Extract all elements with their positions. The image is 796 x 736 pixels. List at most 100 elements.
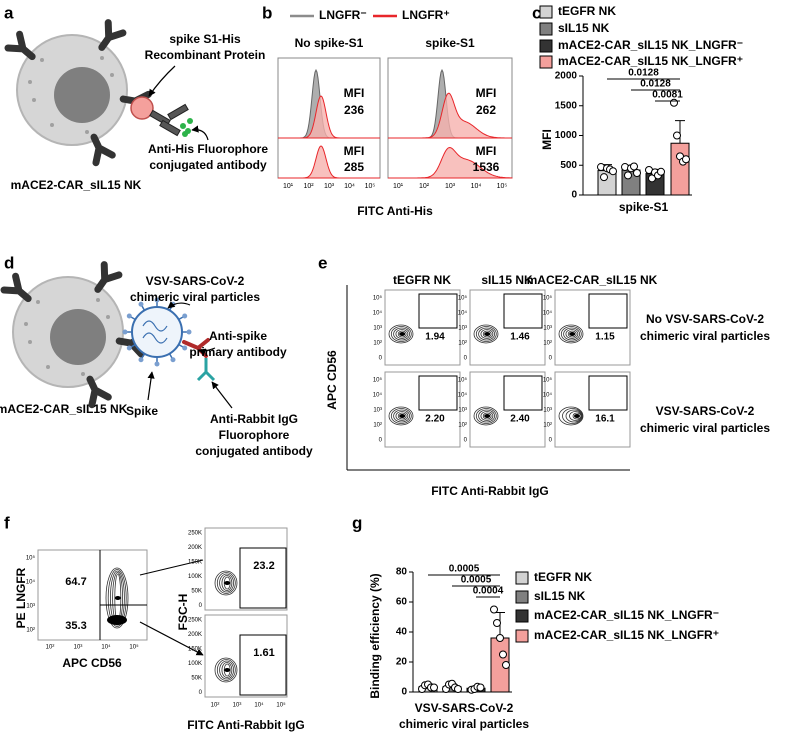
legend-label: LNGFR⁻ <box>319 8 367 22</box>
shape <box>397 330 407 338</box>
x-tick-label: 10⁵ <box>276 702 286 709</box>
shape <box>480 411 494 421</box>
y-tick-label: 200K <box>188 632 202 638</box>
shape <box>191 125 209 141</box>
x-tick-label: 10⁵ <box>497 183 508 190</box>
shape <box>475 408 497 424</box>
label: MFI <box>476 86 497 100</box>
shape <box>393 327 411 341</box>
data-point <box>499 650 507 659</box>
y-tick-label: 10⁵ <box>458 377 468 384</box>
shape <box>388 406 414 426</box>
shape <box>397 412 407 420</box>
shape <box>131 306 183 358</box>
shape <box>221 662 233 678</box>
shape <box>24 322 28 326</box>
shape <box>388 92 512 139</box>
panel-letter: b <box>262 3 272 22</box>
label: Anti-His Fluorophore <box>148 142 268 156</box>
shape <box>390 408 412 424</box>
data-point <box>496 634 504 642</box>
y-tick-label: 10³ <box>543 408 552 414</box>
y-tick-label: 10² <box>373 341 382 347</box>
y-tick-label: 10² <box>458 341 467 347</box>
axis-label: APC CD56 <box>62 656 122 670</box>
data-point <box>493 619 501 627</box>
x-tick-label: 10⁵ <box>365 183 376 190</box>
x-tick-label: 10¹ <box>283 183 294 190</box>
label: MFI <box>476 144 497 158</box>
legend-swatch <box>515 590 529 604</box>
shape <box>574 414 580 418</box>
shape <box>239 634 287 696</box>
y-tick-label: 0 <box>571 190 577 201</box>
legend-label: tEGFR NK <box>534 570 592 584</box>
data-point <box>502 661 510 669</box>
label: 35.3 <box>65 620 86 632</box>
y-tick-label: 10² <box>543 423 552 429</box>
shape <box>37 549 148 641</box>
axis-label: FSC-H <box>176 594 190 631</box>
shape <box>106 315 110 319</box>
x-tick-label: 10² <box>419 183 430 190</box>
label: 64.7 <box>65 576 86 588</box>
y-tick-label: 2000 <box>555 71 578 82</box>
x-tick-label: 10³ <box>324 183 335 190</box>
label: conjugated antibody <box>149 158 267 172</box>
y-tick-label: 50K <box>191 676 202 682</box>
shape <box>114 596 121 600</box>
legend-label: LNGFR⁺ <box>402 8 450 22</box>
shape <box>395 411 409 421</box>
shape <box>126 313 132 319</box>
receptor <box>94 261 123 293</box>
legend-label: mACE2-CAR_sIL15 NK_LNGFR⁺ <box>534 628 719 642</box>
y-tick-label: 10⁵ <box>373 295 383 302</box>
y-tick-label: 10⁴ <box>26 579 36 586</box>
error-bar <box>675 120 685 144</box>
y-tick-label: 0 <box>549 438 553 444</box>
shape <box>390 326 412 342</box>
y-tick-label: 0 <box>401 687 407 698</box>
y-tick-label: 10² <box>26 628 35 634</box>
shape <box>142 320 168 344</box>
x-tick-label: 10² <box>211 703 220 709</box>
gate-value: 1.94 <box>425 332 445 343</box>
x-tick-label: 10³ <box>445 183 456 190</box>
label: Fluorophore <box>219 428 290 442</box>
label: primary antibody <box>189 345 287 359</box>
legend-swatch <box>539 5 553 19</box>
label: 262 <box>476 103 496 117</box>
x-category-label: VSV-SARS-CoV-2 chimeric viral particles <box>398 701 530 731</box>
data-point <box>430 683 438 692</box>
shape <box>478 327 496 341</box>
shape <box>54 67 110 123</box>
y-tick-label: 10⁴ <box>458 310 468 317</box>
label: tEGFR NK <box>393 273 451 287</box>
shape <box>100 56 104 60</box>
data-point <box>624 171 632 180</box>
shape <box>107 569 127 627</box>
y-tick-label: 250K <box>188 618 202 624</box>
y-tick-label: 20 <box>396 657 408 668</box>
legend-swatch <box>539 55 553 69</box>
x-tick-label: 10⁴ <box>344 183 355 190</box>
panel-letter: c <box>532 3 541 22</box>
legend-swatch <box>515 629 529 643</box>
shape <box>482 412 492 420</box>
y-tick-label: 150K <box>188 560 202 566</box>
shape <box>196 358 216 382</box>
shape <box>399 332 406 336</box>
shape <box>393 409 411 423</box>
gate-value: 23.2 <box>253 560 274 572</box>
shape <box>28 80 32 84</box>
y-tick-label: 0 <box>549 356 553 362</box>
x-tick-label: 10¹ <box>393 183 404 190</box>
y-tick-label: 150K <box>188 647 202 653</box>
legend-swatch <box>539 39 553 53</box>
label: chimeric viral particles <box>640 421 770 435</box>
shape <box>219 573 235 593</box>
shape <box>32 98 36 102</box>
p-value: 0.0005 <box>461 575 492 586</box>
data-point <box>600 173 608 182</box>
